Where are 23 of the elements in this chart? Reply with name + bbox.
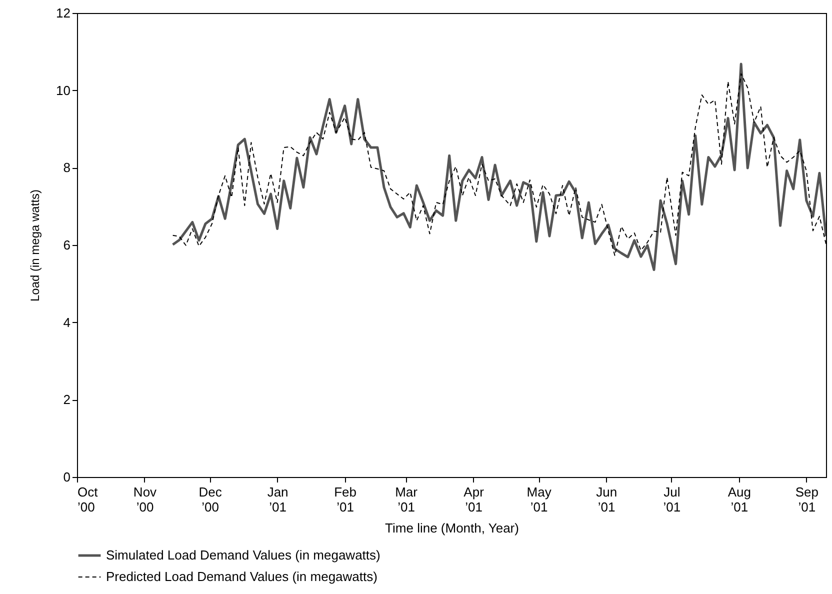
x-tick-label: Feb ’01 (334, 484, 357, 514)
x-tick-label: Jun ’01 (596, 484, 618, 514)
x-tick-label: Jan ’01 (267, 484, 288, 514)
legend-label: Simulated Load Demand Values (in megawatts) (106, 548, 380, 562)
x-tick-label: Mar ’01 (395, 484, 418, 514)
y-tick-label: 4 (63, 314, 70, 330)
x-axis-title: Time line (Month, Year) (385, 520, 519, 536)
x-tick-label: Apr ’01 (464, 484, 485, 514)
y-tick-label: 0 (63, 470, 70, 484)
x-tick-label: Jul ’01 (663, 484, 681, 514)
y-tick-label: 10 (56, 82, 70, 98)
x-tick-label: Dec ’00 (198, 484, 222, 514)
x-tick-label: May ’01 (526, 484, 552, 514)
x-tick-label: Nov ’00 (133, 484, 158, 514)
y-tick-label: 6 (63, 238, 70, 252)
x-tick-label: Aug ’01 (728, 484, 751, 514)
y-tick-label: 2 (63, 392, 70, 408)
y-axis-title: Load (in mega watts) (28, 189, 42, 302)
x-tick-label: Oct ’00 (78, 484, 98, 514)
y-tick-label: 12 (56, 6, 70, 20)
x-tick-label: Sep ’01 (795, 484, 818, 514)
legend-label: Predicted Load Demand Values (in megawatts) (106, 569, 378, 584)
y-tick-label: 8 (63, 160, 70, 176)
